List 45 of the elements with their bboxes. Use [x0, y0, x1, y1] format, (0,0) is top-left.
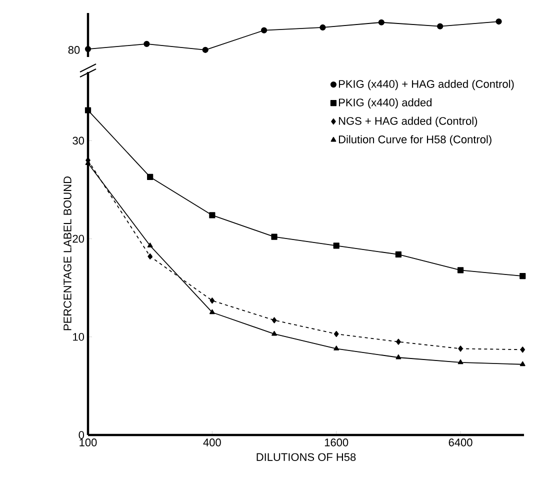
point [396, 338, 401, 345]
legend-label: PKIG (x440) added [338, 98, 432, 109]
point [144, 40, 150, 47]
y-axis-title: PERCENTAGE LABEL BOUND [64, 176, 72, 330]
y-tick-label: 10 [73, 333, 84, 341]
point [210, 298, 215, 304]
point [272, 317, 277, 324]
x-tick-label: 100 [80, 438, 97, 446]
x-tick-label: 1600 [324, 438, 348, 446]
point [147, 242, 153, 248]
point [520, 346, 526, 353]
point [148, 253, 152, 260]
point [520, 361, 526, 366]
point [84, 107, 92, 114]
point [272, 330, 277, 336]
point [520, 273, 526, 280]
point [378, 19, 384, 26]
point [202, 46, 208, 53]
point [396, 354, 402, 360]
point [147, 174, 154, 180]
point [458, 359, 464, 364]
text: PKIG (x440) + HAG added (Control) [338, 80, 514, 90]
y-tick-label: 20 [72, 234, 84, 243]
legend-label: Dilution Curve for H58 (Control) [338, 135, 492, 146]
point [437, 23, 444, 30]
legend-label: NGS + HAG added (Control) [338, 116, 478, 128]
point [395, 251, 402, 258]
point [260, 27, 268, 34]
point [334, 330, 339, 337]
annotation: 80 [68, 46, 80, 54]
x-tick-label: 6400 [448, 438, 472, 446]
x-axis-title: DILUTIONS OF H58 [256, 453, 356, 461]
point [457, 267, 464, 274]
point [84, 46, 92, 52]
x-tick-label: 400 [203, 438, 221, 446]
y-tick-label: 30 [72, 136, 84, 145]
point [333, 242, 340, 249]
point [320, 24, 326, 31]
point [458, 346, 463, 352]
point [209, 309, 215, 314]
point [334, 346, 340, 350]
point [496, 18, 502, 25]
point [209, 212, 216, 218]
y-tick-label: 0 [78, 431, 84, 439]
point [271, 234, 278, 240]
